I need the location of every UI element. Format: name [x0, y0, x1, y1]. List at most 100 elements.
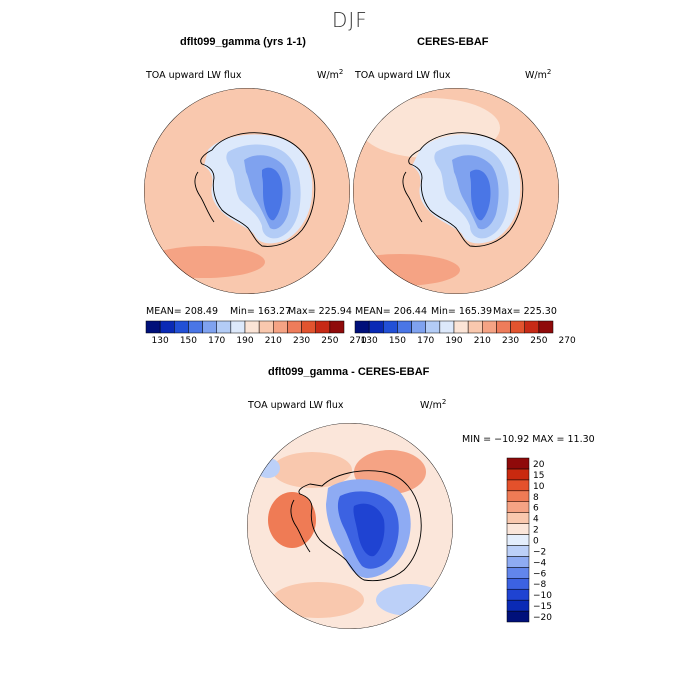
- panel-2-colorbar-swatch: [368, 320, 384, 334]
- panel-1-min: Min= 163.27: [230, 306, 292, 317]
- diff-colorbar-swatch: [506, 588, 530, 601]
- diff-colorbar-tick-label: −10: [533, 591, 552, 601]
- panel-1-colorbar-tick-label: 130: [152, 336, 169, 346]
- panel-2-colorbar-tick-label: 230: [502, 336, 519, 346]
- panel-1-colorbar-tick-label: 150: [180, 336, 197, 346]
- panel-1-mean: MEAN= 208.49: [146, 306, 219, 317]
- panel-1-colorbar-swatch: [145, 320, 161, 334]
- diff-colorbar-swatch: [506, 545, 530, 557]
- panel-2-colorbar-tick-label: 250: [530, 336, 547, 346]
- panel-2-max: Max= 225.30: [493, 306, 557, 317]
- panel-1-warm-band: [145, 246, 265, 278]
- panel-1-warm-band-2: [144, 261, 195, 289]
- panel-1-colorbar-swatch: [230, 320, 246, 334]
- panel-1-units: W/m2: [317, 68, 344, 82]
- panel-1-title: dflt099_gamma (yrs 1-1): [180, 36, 306, 48]
- diff-colorbar-swatch: [506, 610, 530, 623]
- panel-1-colorbar-swatch: [174, 320, 189, 334]
- panel-2-colorbar-swatch: [482, 320, 497, 334]
- panel-2-colorbar-tick-label: 210: [474, 336, 491, 346]
- panel-2-colorbar-tick-label: 130: [361, 336, 378, 346]
- diff-colorbar-tick-label: 6: [533, 504, 539, 514]
- diff-colorbar-tick-label: −6: [533, 569, 547, 579]
- diff-colorbar-swatch: [506, 457, 530, 470]
- panel-2-coastline: [402, 132, 524, 247]
- panel-2-map: [353, 88, 559, 294]
- diff-colorbar-swatch: [506, 534, 530, 546]
- panel-1-colorbar-swatch: [273, 320, 288, 334]
- panel-1-colorbar-tick-label: 210: [265, 336, 282, 346]
- panel-2-colorbar-swatch: [383, 320, 398, 334]
- diff-colorbar-swatch: [506, 512, 530, 524]
- panel-1-colorbar-tick-label: 270: [350, 336, 367, 346]
- diff-patch-f: [256, 458, 280, 478]
- panel-1-colorbar-swatch: [216, 320, 232, 334]
- diff-colorbar-tick-label: −2: [533, 547, 546, 557]
- diff-colorbar-swatch: [506, 599, 530, 612]
- diff-patch-e: [376, 584, 444, 616]
- diff-colorbar-swatch: [506, 501, 530, 513]
- diff-title: dflt099_gamma - CERES-EBAF: [268, 366, 430, 378]
- panel-1-colorbar-swatch: [244, 320, 260, 334]
- panel-2-colorbar-swatch: [453, 320, 469, 334]
- panel-1-colorbar-swatch: [301, 320, 316, 334]
- panel-2-colorbar-swatch: [496, 320, 511, 334]
- diff-patch-c: [268, 492, 316, 548]
- panel-2-variable: TOA upward LW flux: [355, 70, 451, 81]
- diff-colorbar-tick-label: −15: [533, 602, 552, 612]
- diff-colorbar-tick-label: 2: [533, 526, 539, 536]
- panel-1-colorbar-swatch: [287, 320, 302, 334]
- diff-minmax: MIN = −10.92 MAX = 11.30: [462, 434, 595, 445]
- diff-ice-core: [353, 503, 385, 557]
- panel-2-colorbar-swatch: [439, 320, 455, 334]
- panel-1-colorbar: 130 150 170 190 210 230 250 270: [145, 320, 367, 346]
- diff-colorbar-tick-label: 15: [533, 471, 544, 481]
- panel-1-colorbar-swatch: [159, 320, 175, 334]
- diff-units: W/m2: [420, 398, 447, 412]
- panel-2-colorbar-tick-label: 170: [417, 336, 434, 346]
- panel-1-colorbar-swatch: [329, 320, 345, 334]
- season-title: DJF: [332, 8, 368, 32]
- panel-1-colorbar-tick-label: 190: [236, 336, 253, 346]
- panel-2-mean: MEAN= 206.44: [355, 306, 428, 317]
- panel-2-colorbar-tick-label: 150: [389, 336, 406, 346]
- diff-colorbar-swatch: [506, 479, 530, 492]
- diff-map: [247, 423, 453, 629]
- diff-colorbar-tick-label: −4: [533, 558, 547, 568]
- panel-1-coastline: [194, 132, 316, 247]
- panel-2-colorbar-tick-label: 190: [445, 336, 462, 346]
- panel-1-map: [144, 88, 350, 294]
- panel-1-colorbar-tick-label: 250: [321, 336, 338, 346]
- panel-2-colorbar-swatch: [425, 320, 441, 334]
- diff-colorbar-tick-label: 20: [533, 460, 545, 470]
- panel-2-colorbar-tick-label: 270: [559, 336, 576, 346]
- diff-colorbar-swatch: [506, 523, 530, 535]
- panel-2-title: CERES-EBAF: [417, 36, 489, 48]
- panel-1-colorbar-swatch: [188, 320, 203, 334]
- diff-colorbar-tick-label: 4: [533, 515, 539, 525]
- diff-colorbar-swatch: [506, 490, 530, 502]
- panel-2-colorbar-swatch: [397, 320, 412, 334]
- panel-2-colorbar-swatch: [411, 320, 426, 334]
- diff-colorbar-tick-label: 0: [533, 537, 539, 547]
- diff-colorbar-swatch: [506, 468, 530, 481]
- panel-1-colorbar-tick-label: 230: [293, 336, 310, 346]
- panel-1-colorbar-swatch: [315, 320, 331, 334]
- diff-colorbar-tick-label: 8: [533, 493, 539, 503]
- panel-2-colorbar-swatch: [538, 320, 554, 334]
- diff-coastline: [290, 470, 422, 582]
- diff-colorbar-tick-label: 10: [533, 482, 545, 492]
- panel-1-colorbar-swatch: [202, 320, 217, 334]
- panel-2-colorbar-swatch: [510, 320, 525, 334]
- panel-1-max: Max= 225.94: [288, 306, 352, 317]
- panel-2-colorbar-swatch: [524, 320, 540, 334]
- diff-patch-d: [272, 582, 364, 618]
- panel-1-colorbar-tick-label: 170: [208, 336, 225, 346]
- panel-2-ice-core: [470, 169, 491, 221]
- panel-1-variable: TOA upward LW flux: [146, 70, 242, 81]
- diff-colorbar-tick-label: −20: [533, 613, 552, 623]
- diff-colorbar-tick-label: −8: [533, 580, 547, 590]
- panel-2-units: W/m2: [525, 68, 552, 82]
